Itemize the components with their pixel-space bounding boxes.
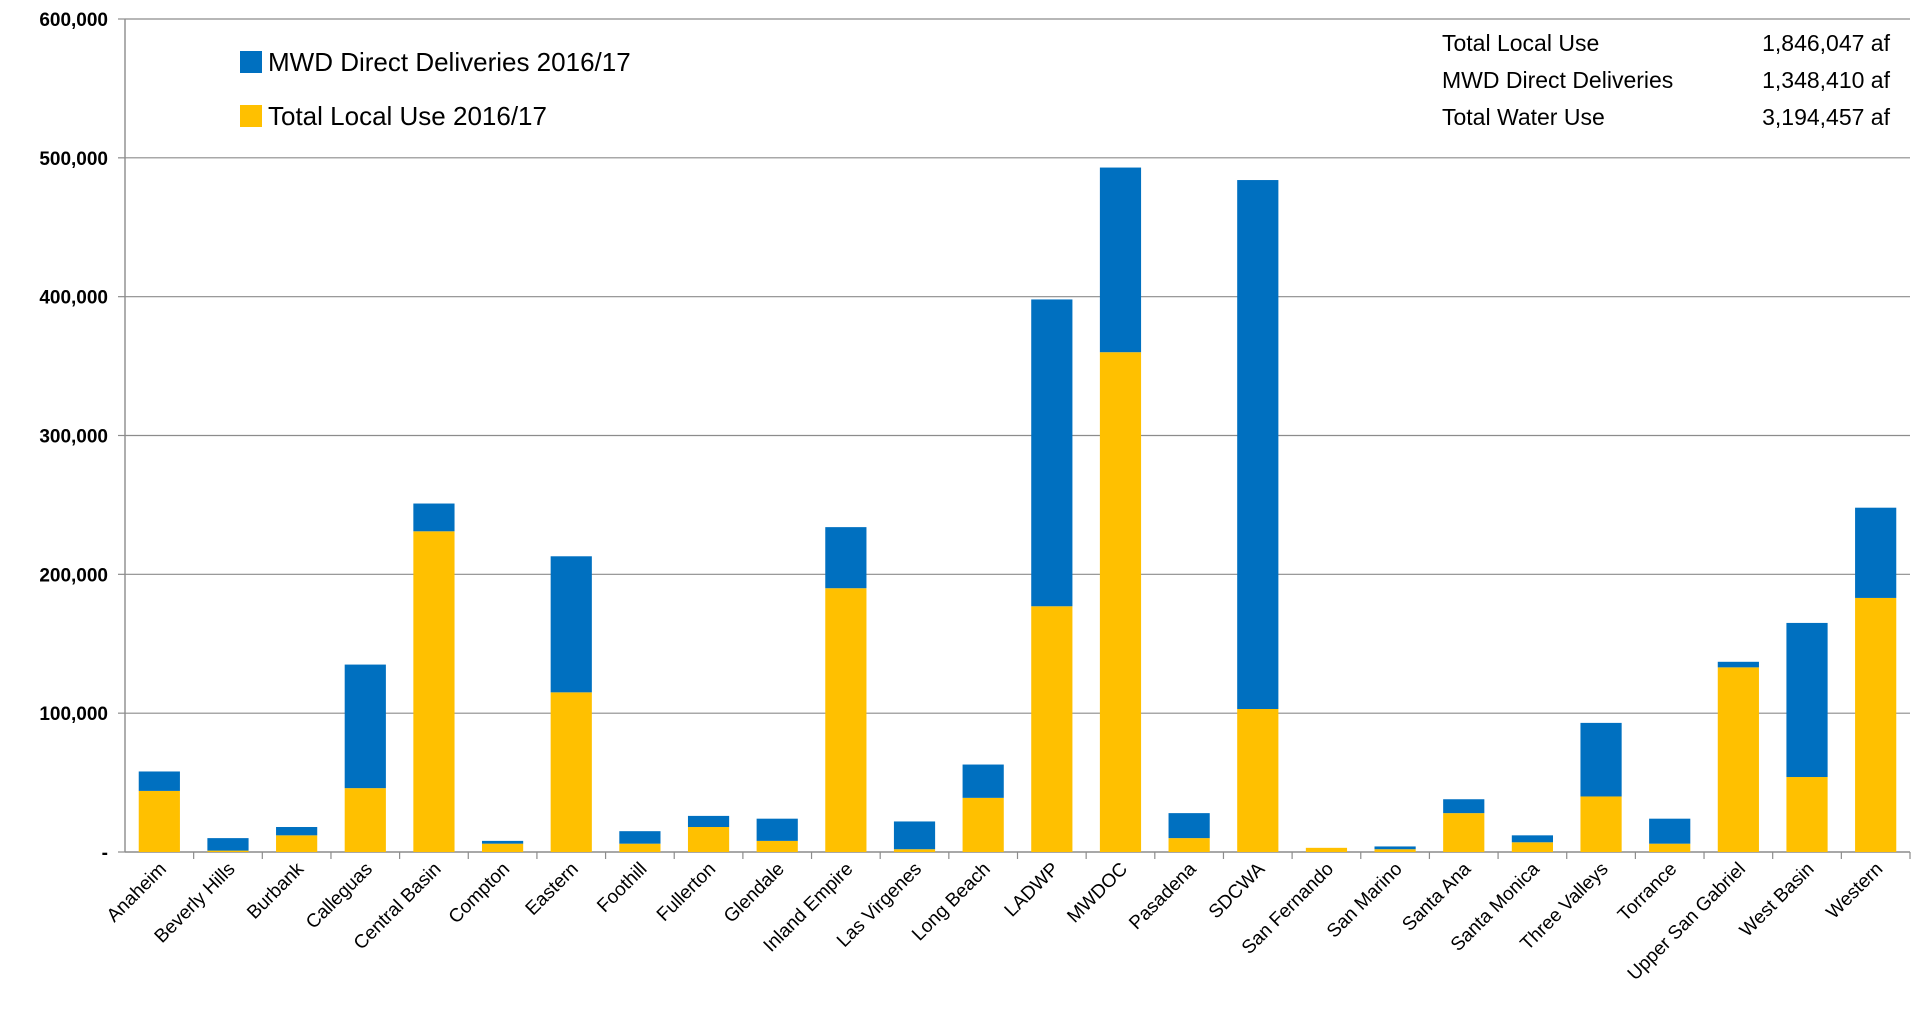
x-tick-label-ladwp: LADWP (1001, 859, 1064, 922)
summary-label: Total Water Use (1442, 104, 1605, 130)
y-tick-label: 200,000 (39, 565, 108, 586)
bar-total-local-use-santa-ana (1443, 813, 1485, 852)
bar-total-local-use-central-basin (413, 531, 455, 852)
bar-mwd-direct-deliveries-long-beach (962, 764, 1004, 798)
bar-total-local-use-west-basin (1786, 777, 1828, 852)
bar-total-local-use-pasadena (1168, 838, 1210, 852)
x-tick-label-pasadena: Pasadena (1125, 858, 1201, 934)
bar-mwd-direct-deliveries-foothill (619, 831, 661, 844)
y-tick-label: 400,000 (39, 288, 108, 309)
x-tick-label-anaheim: Anaheim (103, 859, 171, 927)
summary-label: Total Local Use (1442, 30, 1599, 56)
bar-total-local-use-western (1855, 597, 1897, 852)
legend-swatch-mwd-direct-deliveries-2016-17 (240, 51, 262, 73)
y-tick-label: 500,000 (39, 149, 108, 170)
bar-total-local-use-fullerton (687, 827, 730, 852)
bar-mwd-direct-deliveries-ladwp (1031, 299, 1073, 607)
summary-value: 1,348,410 af (1762, 67, 1891, 93)
bar-mwd-direct-deliveries-west-basin (1786, 622, 1828, 778)
legend: MWD Direct Deliveries 2016/17 Total Local… (240, 47, 631, 131)
bar-mwd-direct-deliveries-anaheim (138, 771, 180, 791)
bar-mwd-direct-deliveries-pasadena (1168, 813, 1210, 839)
x-tick-label-glendale: Glendale (720, 859, 789, 928)
x-tick-label-west-basin: West Basin (1736, 859, 1819, 942)
bar-mwd-direct-deliveries-glendale (756, 818, 798, 841)
bar-total-local-use-ladwp (1031, 606, 1073, 852)
bar-mwd-direct-deliveries-sdcwa (1237, 180, 1279, 710)
bar-total-local-use-anaheim (138, 790, 180, 852)
bar-mwd-direct-deliveries-burbank (276, 827, 318, 836)
bar-mwd-direct-deliveries-inland-empire (825, 527, 867, 589)
bar-mwd-direct-deliveries-las-virgenes (893, 821, 936, 850)
x-tick-label-eastern: Eastern (522, 859, 583, 920)
axes (118, 18, 1911, 859)
bar-mwd-direct-deliveries-santa-ana (1443, 799, 1485, 814)
y-tick-label: 600,000 (39, 10, 108, 31)
bars (138, 167, 1897, 852)
x-tick-label-burbank: Burbank (243, 858, 308, 923)
bar-total-local-use-compton (482, 843, 524, 852)
bar-total-local-use-sdcwa (1237, 709, 1279, 852)
bar-total-local-use-santa-monica (1511, 842, 1553, 852)
x-tick-label-foothill: Foothill (593, 859, 651, 917)
bar-total-local-use-three-valleys (1580, 796, 1622, 852)
x-tick-label-upper-san-gabriel: Upper San Gabriel (1624, 859, 1750, 985)
bar-mwd-direct-deliveries-eastern (550, 556, 592, 693)
legend-label-total-local-use-2016-17: Total Local Use 2016/17 (268, 101, 547, 131)
y-tick-label: - (102, 843, 108, 864)
bar-mwd-direct-deliveries-upper-san-gabriel (1717, 661, 1759, 668)
bar-total-local-use-san-fernando (1305, 847, 1348, 852)
bar-mwd-direct-deliveries-mwdoc (1099, 167, 1142, 353)
bar-total-local-use-torrance (1649, 843, 1691, 852)
x-tick-label-western: Western (1823, 859, 1888, 924)
bar-total-local-use-upper-san-gabriel (1717, 667, 1759, 852)
summary-value: 1,846,047 af (1762, 30, 1891, 56)
bar-mwd-direct-deliveries-fullerton (687, 815, 730, 828)
y-tick-label: 300,000 (39, 427, 108, 448)
bar-mwd-direct-deliveries-calleguas (344, 664, 386, 789)
y-tick-labels: - 100,000 200,000 300,000 400,000 500,000 600,… (39, 10, 108, 864)
x-tick-label-compton: Compton (445, 859, 514, 928)
bar-total-local-use-glendale (756, 840, 798, 852)
x-tick-label-fullerton: Fullerton (653, 859, 720, 926)
bar-mwd-direct-deliveries-beverly-hills (207, 838, 249, 851)
legend-label-mwd-direct-deliveries-2016-17: MWD Direct Deliveries 2016/17 (268, 47, 631, 77)
summary-table: Total Local Use 1,846,047 af MWD Direct De… (1442, 30, 1891, 130)
legend-swatch-total-local-use-2016-17 (240, 105, 262, 127)
x-tick-label-calleguas: Calleguas (302, 859, 377, 934)
x-tick-label-torrance: Torrance (1614, 859, 1681, 926)
bar-mwd-direct-deliveries-torrance (1649, 818, 1691, 844)
y-tick-label: 100,000 (39, 704, 108, 725)
bar-total-local-use-inland-empire (825, 588, 867, 852)
bar-total-local-use-long-beach (962, 797, 1004, 852)
x-tick-label-mwdoc: MWDOC (1063, 859, 1132, 928)
summary-label: MWD Direct Deliveries (1442, 67, 1673, 93)
bar-mwd-direct-deliveries-central-basin (413, 503, 455, 532)
bar-mwd-direct-deliveries-san-marino (1374, 846, 1416, 850)
bar-total-local-use-foothill (619, 843, 661, 852)
bar-total-local-use-beverly-hills (207, 850, 249, 852)
bar-total-local-use-mwdoc (1099, 352, 1142, 852)
x-tick-label-sdcwa: SDCWA (1205, 858, 1270, 923)
bar-total-local-use-burbank (276, 835, 318, 852)
bar-total-local-use-calleguas (344, 788, 386, 852)
bar-total-local-use-eastern (550, 692, 592, 852)
bar-total-local-use-las-virgenes (893, 849, 936, 852)
bar-mwd-direct-deliveries-santa-monica (1511, 835, 1553, 843)
bar-mwd-direct-deliveries-compton (482, 840, 524, 844)
bar-mwd-direct-deliveries-western (1855, 507, 1897, 598)
summary-value: 3,194,457 af (1762, 104, 1891, 130)
bar-total-local-use-san-marino (1374, 849, 1416, 852)
bar-mwd-direct-deliveries-three-valleys (1580, 722, 1622, 797)
